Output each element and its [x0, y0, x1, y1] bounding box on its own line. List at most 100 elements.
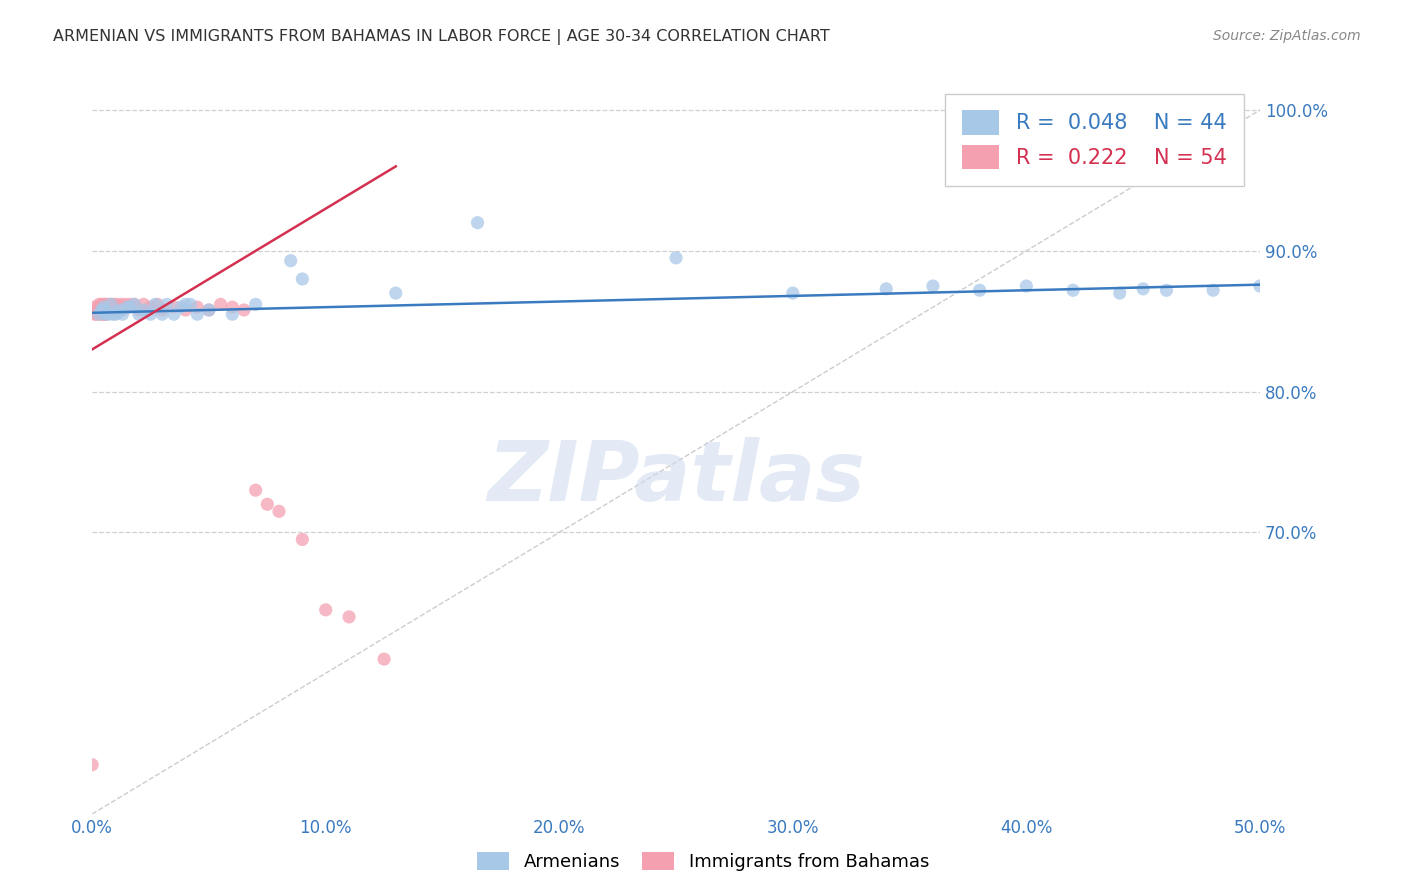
Point	[291, 272, 314, 286]
Point	[467, 216, 489, 230]
Point	[83, 300, 105, 314]
Point	[1249, 279, 1271, 293]
Point	[93, 307, 115, 321]
Point	[86, 303, 108, 318]
Point	[97, 303, 120, 318]
Point	[86, 307, 108, 321]
Point	[104, 300, 127, 314]
Point	[89, 307, 111, 321]
Point	[83, 307, 105, 321]
Point	[111, 303, 134, 318]
Point	[82, 757, 104, 772]
Legend: Armenians, Immigrants from Bahamas: Armenians, Immigrants from Bahamas	[470, 845, 936, 879]
Point	[875, 282, 897, 296]
Point	[89, 300, 111, 314]
Text: ARMENIAN VS IMMIGRANTS FROM BAHAMAS IN LABOR FORCE | AGE 30-34 CORRELATION CHART: ARMENIAN VS IMMIGRANTS FROM BAHAMAS IN L…	[53, 29, 830, 45]
Point	[1015, 279, 1038, 293]
Point	[93, 307, 115, 321]
Point	[245, 483, 267, 498]
Point	[1132, 282, 1154, 296]
Point	[108, 297, 131, 311]
Point	[96, 307, 118, 321]
Point	[186, 300, 208, 314]
Point	[150, 303, 173, 318]
Point	[782, 286, 804, 301]
Point	[89, 307, 111, 321]
Point	[96, 307, 118, 321]
Point	[90, 297, 112, 311]
Point	[163, 300, 186, 314]
Point	[198, 303, 221, 318]
Point	[108, 303, 131, 318]
Point	[315, 603, 337, 617]
Point	[143, 297, 166, 311]
Point	[103, 307, 125, 321]
Point	[209, 297, 232, 311]
Point	[280, 253, 302, 268]
Point	[233, 303, 256, 318]
Point	[221, 307, 243, 321]
Point	[104, 297, 127, 311]
Point	[122, 297, 145, 311]
Point	[221, 300, 243, 314]
Point	[150, 307, 173, 321]
Point	[267, 504, 290, 518]
Point	[1108, 286, 1130, 301]
Point	[198, 303, 221, 318]
Point	[139, 300, 162, 314]
Point	[170, 300, 193, 314]
Point	[146, 297, 169, 311]
Point	[93, 297, 115, 311]
Point	[100, 297, 122, 311]
Point	[256, 497, 278, 511]
Point	[103, 297, 125, 311]
Point	[186, 307, 208, 321]
Point	[118, 300, 141, 314]
Point	[111, 307, 134, 321]
Point	[115, 300, 138, 314]
Point	[1202, 283, 1225, 297]
Point	[97, 307, 120, 321]
Point	[291, 533, 314, 547]
Point	[104, 307, 127, 321]
Point	[90, 303, 112, 318]
Point	[156, 297, 179, 311]
Point	[93, 300, 115, 314]
Point	[969, 283, 991, 297]
Point	[97, 297, 120, 311]
Point	[118, 297, 141, 311]
Point	[132, 297, 155, 311]
Point	[128, 307, 150, 321]
Point	[89, 297, 111, 311]
Point	[100, 297, 122, 311]
Point	[163, 307, 186, 321]
Legend: R =  0.048    N = 44, R =  0.222    N = 54: R = 0.048 N = 44, R = 0.222 N = 54	[945, 94, 1244, 186]
Point	[103, 303, 125, 318]
Point	[245, 297, 267, 311]
Point	[122, 297, 145, 311]
Point	[96, 297, 118, 311]
Point	[1156, 283, 1178, 297]
Point	[93, 303, 115, 318]
Point	[90, 307, 112, 321]
Point	[174, 303, 197, 318]
Point	[115, 300, 138, 314]
Point	[922, 279, 945, 293]
Text: ZIPatlas: ZIPatlas	[486, 437, 865, 517]
Point	[107, 300, 129, 314]
Point	[139, 307, 162, 321]
Point	[100, 303, 122, 318]
Point	[1062, 283, 1084, 297]
Point	[97, 300, 120, 314]
Point	[179, 297, 201, 311]
Point	[90, 303, 112, 318]
Point	[373, 652, 395, 666]
Point	[93, 300, 115, 314]
Point	[384, 286, 406, 301]
Text: Source: ZipAtlas.com: Source: ZipAtlas.com	[1213, 29, 1361, 44]
Point	[665, 251, 688, 265]
Point	[96, 303, 118, 318]
Point	[337, 610, 360, 624]
Point	[128, 303, 150, 318]
Point	[114, 297, 136, 311]
